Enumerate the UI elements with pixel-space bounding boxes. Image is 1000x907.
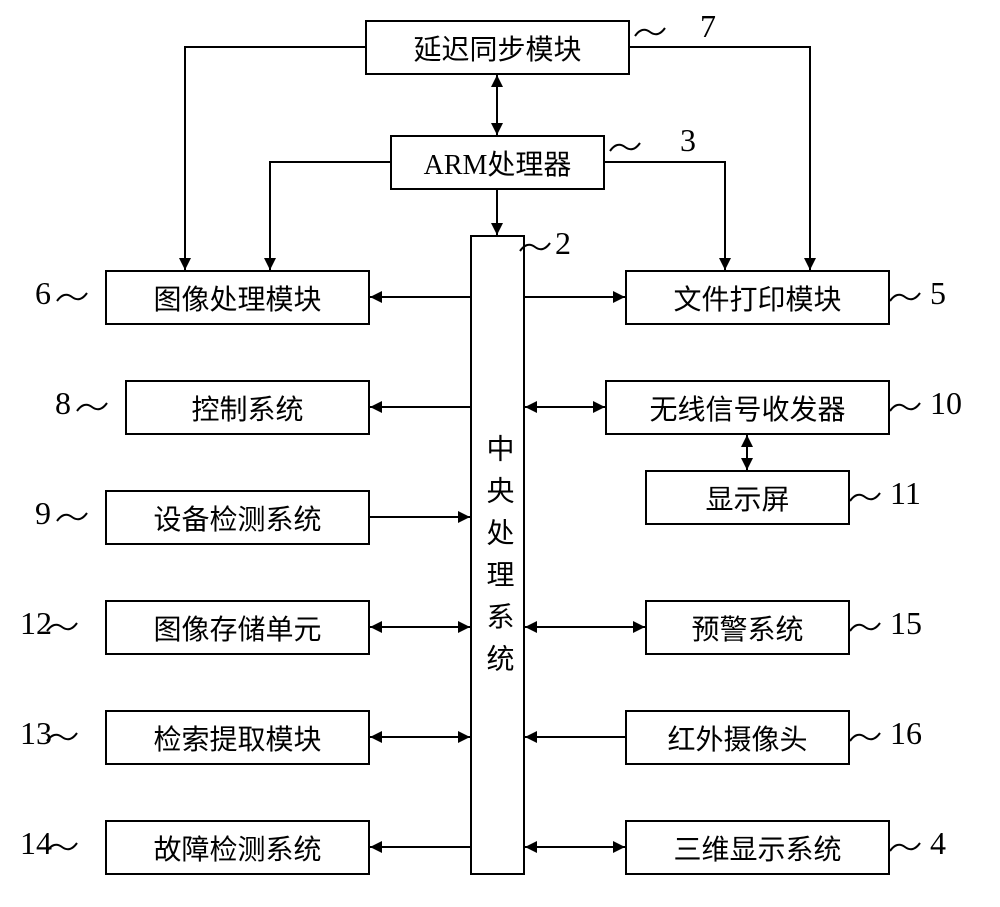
node-n10: 无线信号收发器 — [605, 380, 890, 435]
node-n9: 设备检测系统 — [105, 490, 370, 545]
edge-1 — [630, 47, 810, 270]
ref-tilde-12 — [850, 733, 880, 741]
ref-label-13: 13 — [20, 715, 52, 752]
ref-tilde-14 — [890, 843, 920, 851]
ref-label-6: 6 — [35, 275, 51, 312]
node-n14: 故障检测系统 — [105, 820, 370, 875]
ref-label-3: 3 — [680, 122, 696, 159]
system-diagram: 延迟同步模块 7 ARM处理器 3 中央处理系统 2 图像处理模块 6 文件打印模块 5 控制系统 8… — [0, 0, 1000, 907]
ref-tilde-4 — [890, 293, 920, 301]
edge-2 — [270, 162, 390, 270]
ref-label-2: 2 — [555, 225, 571, 262]
ref-tilde-5 — [77, 403, 107, 411]
ref-label-5: 5 — [930, 275, 946, 312]
node-n2: 中央处理系统 — [470, 235, 525, 875]
ref-tilde-3 — [57, 293, 87, 301]
ref-label-10: 10 — [930, 385, 962, 422]
ref-label-15: 15 — [890, 605, 922, 642]
node-n7: 延迟同步模块 — [365, 20, 630, 75]
node-n5: 文件打印模块 — [625, 270, 890, 325]
node-n16: 红外摄像头 — [625, 710, 850, 765]
ref-tilde-8 — [850, 493, 880, 501]
ref-tilde-6 — [890, 403, 920, 411]
ref-label-11: 11 — [890, 475, 921, 512]
node-n8: 控制系统 — [125, 380, 370, 435]
ref-label-7: 7 — [700, 8, 716, 45]
ref-label-16: 16 — [890, 715, 922, 752]
node-n13: 检索提取模块 — [105, 710, 370, 765]
ref-label-8: 8 — [55, 385, 71, 422]
ref-label-9: 9 — [35, 495, 51, 532]
ref-tilde-0 — [635, 28, 665, 36]
ref-label-14: 14 — [20, 825, 52, 862]
ref-label-4: 4 — [930, 825, 946, 862]
ref-tilde-10 — [850, 623, 880, 631]
node-n3: ARM处理器 — [390, 135, 605, 190]
node-n11: 显示屏 — [645, 470, 850, 525]
ref-tilde-7 — [57, 513, 87, 521]
node-n15: 预警系统 — [645, 600, 850, 655]
node-n12: 图像存储单元 — [105, 600, 370, 655]
node-n4: 三维显示系统 — [625, 820, 890, 875]
edge-0 — [185, 47, 365, 270]
edge-3 — [605, 162, 725, 270]
ref-tilde-1 — [610, 143, 640, 151]
node-n6: 图像处理模块 — [105, 270, 370, 325]
ref-label-12: 12 — [20, 605, 52, 642]
